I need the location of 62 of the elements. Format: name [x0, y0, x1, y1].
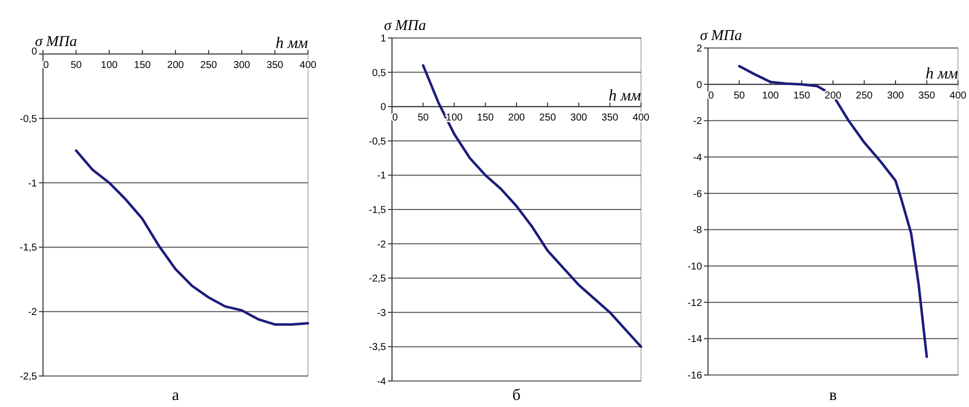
- y-tick-label: -14: [688, 334, 702, 346]
- y-tick-label: -12: [688, 298, 702, 309]
- x-axis-title: h мм: [926, 65, 958, 82]
- y-tick-label: -3,5: [368, 342, 386, 354]
- y-tick-label: -3: [377, 308, 386, 319]
- x-tick-label: 400: [950, 90, 967, 102]
- x-tick-label: 50: [734, 90, 746, 102]
- x-tick-label: 400: [300, 60, 317, 71]
- x-tick-label: 150: [477, 112, 494, 124]
- y-tick-label: -2,5: [20, 372, 38, 382]
- x-tick-label: 150: [134, 60, 152, 71]
- text: б: [512, 387, 521, 404]
- x-tick-label: 350: [918, 90, 936, 102]
- y-tick-label: -1: [28, 178, 38, 190]
- y-tick-label: 0: [696, 80, 702, 91]
- x-tick-label: 300: [887, 90, 904, 102]
- x-tick-label: 300: [233, 60, 251, 71]
- y-tick-label: -1,5: [20, 242, 38, 254]
- text: а: [172, 387, 180, 404]
- y-tick-label: -1,5: [368, 205, 386, 216]
- y-tick-label: 0,5: [372, 68, 386, 79]
- x-tick-label: 0: [43, 60, 50, 71]
- y-tick-label: 0: [380, 102, 386, 114]
- x-tick-label: 250: [856, 90, 874, 102]
- x-tick-label: 250: [539, 112, 556, 124]
- x-axis-title: h мм: [276, 35, 308, 52]
- y-axis-title: σ МПа: [35, 34, 77, 50]
- x-tick-label: 0: [708, 90, 714, 102]
- y-tick-label: -0,5: [20, 114, 38, 125]
- x-tick-label: 350: [266, 60, 284, 71]
- x-tick-label: 200: [167, 60, 184, 71]
- y-axis-title: σ МПа: [384, 18, 426, 34]
- y-axis-title: σ МПа: [700, 28, 742, 44]
- x-tick-label: 350: [602, 112, 619, 124]
- x-tick-label: 200: [508, 112, 526, 124]
- y-tick-label: -10: [688, 262, 702, 272]
- x-tick-label: 100: [100, 60, 118, 71]
- x-tick-label: 50: [70, 60, 82, 71]
- y-tick-label: -2,5: [368, 274, 386, 285]
- x-tick-label: 400: [632, 112, 650, 124]
- y-tick-label: -6: [693, 188, 702, 200]
- x-tick-label: 150: [793, 90, 811, 102]
- y-tick-label: 2: [696, 44, 702, 54]
- y-tick-label: -4: [693, 152, 702, 164]
- y-tick-label: -2: [28, 307, 38, 318]
- y-tick-label: 0: [31, 46, 38, 58]
- y-tick-label: -0,5: [368, 136, 386, 148]
- x-tick-label: 250: [200, 60, 218, 71]
- y-tick-label: -2: [693, 116, 702, 128]
- y-tick-label: -1: [377, 170, 386, 182]
- y-tick-label: -2: [377, 239, 386, 250]
- y-tick-label: -16: [688, 370, 702, 382]
- y-tick-label: -4: [377, 376, 386, 388]
- text: в: [829, 387, 838, 404]
- line-series: [74, 149, 310, 326]
- x-tick-label: 300: [570, 112, 588, 124]
- y-tick-label: -8: [693, 225, 702, 236]
- x-tick-label: 100: [762, 90, 780, 102]
- x-tick-label: 0: [392, 112, 398, 124]
- y-tick-label: 1: [380, 34, 386, 44]
- x-tick-label: 50: [418, 112, 430, 124]
- x-axis-title: h мм: [608, 88, 641, 105]
